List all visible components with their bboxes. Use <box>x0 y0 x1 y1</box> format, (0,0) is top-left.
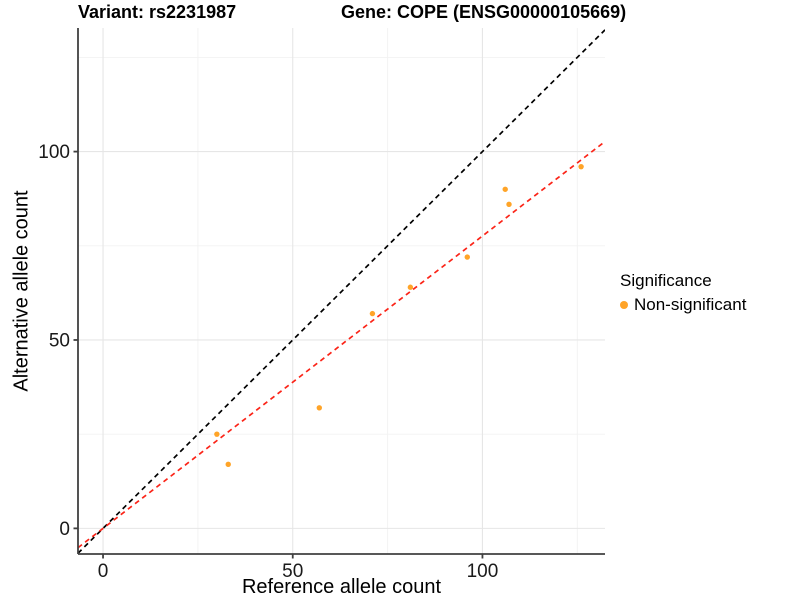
plot-title-gene: Gene: COPE (ENSG00000105669) <box>341 2 627 22</box>
legend-point-icon <box>620 301 628 309</box>
data-point <box>225 461 231 468</box>
identity-line <box>78 29 605 554</box>
y-tick-label: 50 <box>49 330 70 351</box>
x-tick-label: 0 <box>98 561 109 582</box>
fit-line <box>78 140 605 549</box>
data-point <box>369 310 376 317</box>
axis-lines <box>77 28 605 555</box>
legend-item-non-significant: Non-significant <box>620 295 746 315</box>
data-point <box>578 163 584 170</box>
data-point <box>316 405 323 411</box>
plot-title-variant: Variant: rs2231987 <box>78 2 237 22</box>
grid-major <box>78 28 605 554</box>
x-tick-label: 50 <box>282 561 303 582</box>
legend: Significance Non-significant <box>620 271 746 315</box>
x-axis-title: Reference allele count <box>241 576 441 598</box>
tick-labels: 0 50 100 0 50 100 <box>38 142 498 582</box>
data-point <box>506 201 512 208</box>
x-tick-label: 100 <box>467 561 499 582</box>
y-tick-label: 0 <box>59 519 70 540</box>
legend-item-label: Non-significant <box>634 295 747 314</box>
legend-title: Significance <box>620 271 712 290</box>
data-point <box>214 431 220 437</box>
series-non-significant <box>214 163 584 468</box>
grid-minor <box>78 28 605 554</box>
data-point <box>464 254 470 260</box>
data-point <box>502 186 508 192</box>
tick-marks <box>73 150 484 559</box>
y-tick-label: 100 <box>38 142 70 163</box>
data-point <box>407 284 414 290</box>
y-axis-title: Alternative allele count <box>10 190 33 392</box>
